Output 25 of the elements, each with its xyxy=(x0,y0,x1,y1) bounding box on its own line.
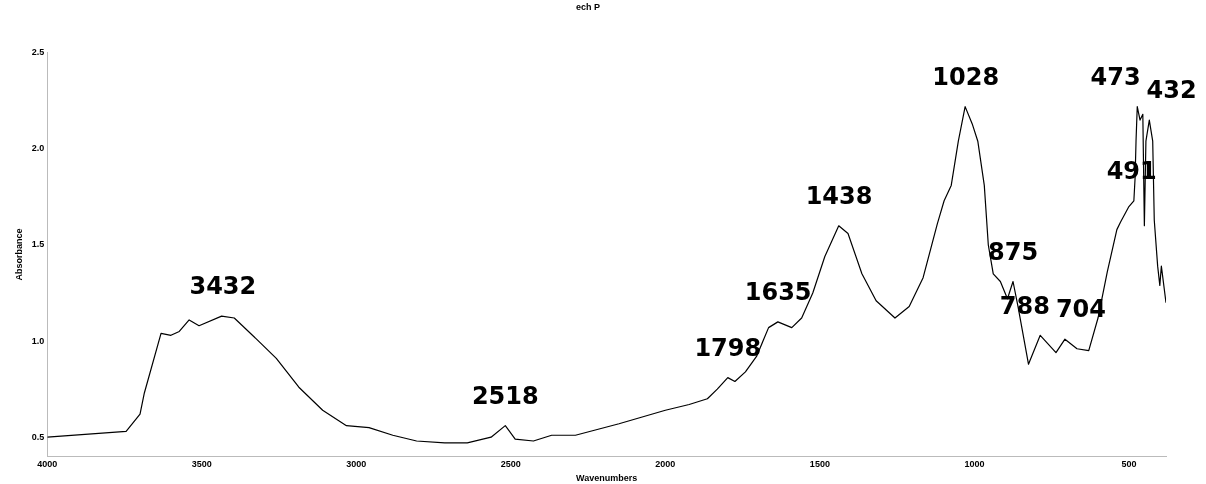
x-tick-label: 4000 xyxy=(37,459,58,470)
x-tick-label: 1000 xyxy=(964,459,985,470)
x-tick-label: 2000 xyxy=(655,459,676,470)
x-tick-label: 3500 xyxy=(191,459,212,470)
annotation: 875 xyxy=(987,237,1039,266)
y-axis-title: Absorbance xyxy=(13,228,24,281)
x-tick-label: 2500 xyxy=(500,459,521,470)
annotation: 1798 xyxy=(694,333,762,362)
y-tick-label: 0.5 xyxy=(31,431,45,442)
annotation: 3432 xyxy=(189,272,257,301)
annotation: 473 xyxy=(1090,62,1141,91)
y-tick-label: 2.5 xyxy=(31,47,45,58)
annotation: 2518 xyxy=(471,381,539,410)
y-tick-label: 1.5 xyxy=(31,239,45,250)
x-tick-label: 1500 xyxy=(809,459,830,470)
x-tick-label: 500 xyxy=(1121,459,1137,470)
chart-title: ech P xyxy=(575,1,601,12)
y-tick-label: 1.0 xyxy=(31,335,45,346)
annotation: 1028 xyxy=(932,62,1000,91)
y-tick-label: 2.0 xyxy=(31,143,45,154)
x-tick-label: 3000 xyxy=(346,459,367,470)
x-axis-title: Wavenumbers xyxy=(576,473,638,484)
annotation: 1635 xyxy=(744,278,812,307)
annotation: 432 xyxy=(1146,76,1197,105)
annotation: 1438 xyxy=(805,182,873,211)
